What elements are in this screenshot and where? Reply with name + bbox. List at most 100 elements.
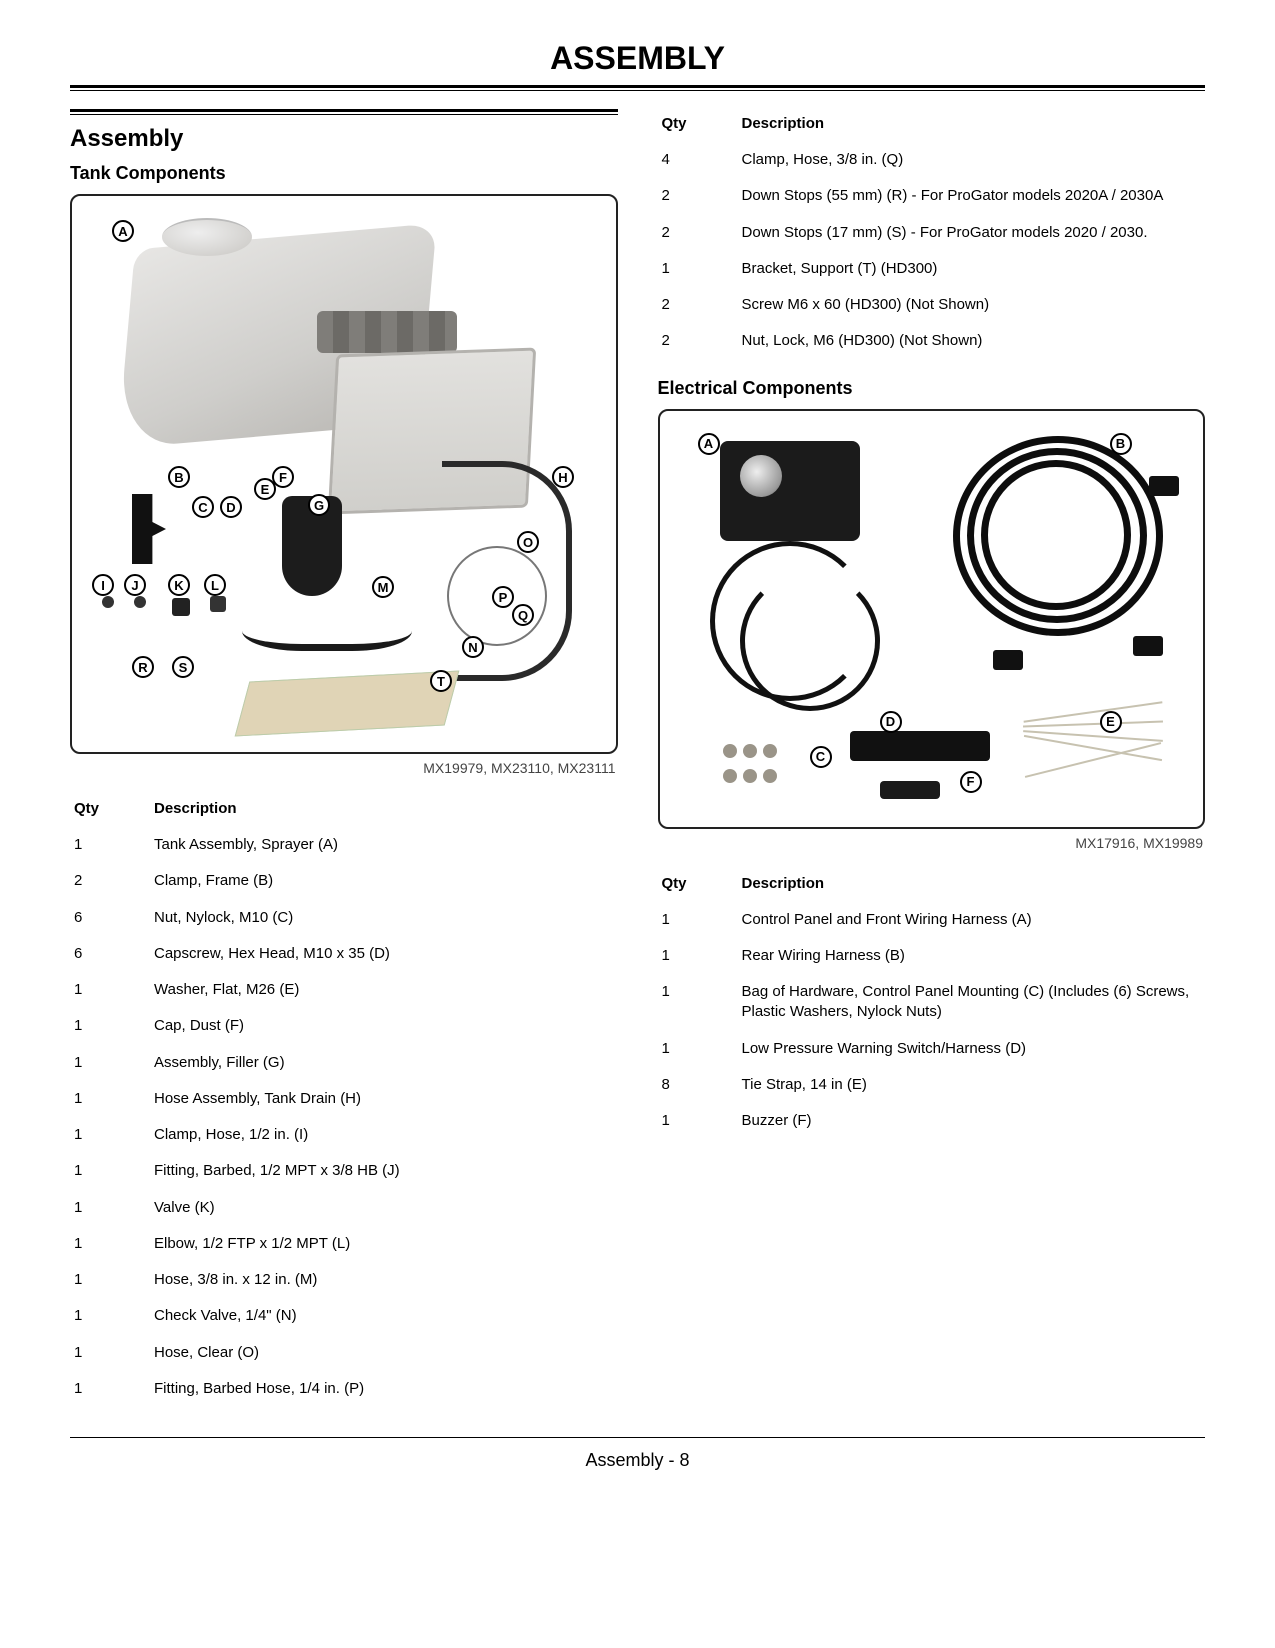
table-row: 1Fitting, Barbed, 1/2 MPT x 3/8 HB (J) (70, 1153, 618, 1189)
qty-cell: 1 (658, 1103, 738, 1139)
callout-c: C (192, 496, 214, 518)
table-header-qty: Qty (658, 869, 738, 902)
board-t-shape (235, 670, 460, 736)
table-row: 1Hose Assembly, Tank Drain (H) (70, 1081, 618, 1117)
callout-c: C (810, 746, 832, 768)
desc-cell: Down Stops (55 mm) (R) - For ProGator mo… (738, 178, 1206, 214)
desc-cell: Screw M6 x 60 (HD300) (Not Shown) (738, 287, 1206, 323)
tank-components-heading: Tank Components (70, 163, 618, 184)
qty-cell: 6 (70, 936, 150, 972)
desc-cell: Tank Assembly, Sprayer (A) (150, 827, 618, 863)
footer-rule: Assembly - 8 (70, 1437, 1205, 1471)
callout-b: B (1110, 433, 1132, 455)
table-row: 1Assembly, Filler (G) (70, 1045, 618, 1081)
control-panel-shape (720, 441, 860, 541)
callout-a: A (698, 433, 720, 455)
table-row: 1Bracket, Support (T) (HD300) (658, 251, 1206, 287)
desc-cell: Cap, Dust (F) (150, 1008, 618, 1044)
callout-k: K (168, 574, 190, 596)
qty-cell: 1 (70, 1262, 150, 1298)
callout-o: O (517, 531, 539, 553)
qty-cell: 2 (70, 863, 150, 899)
buzzer-shape (880, 781, 940, 799)
part-dot (172, 598, 190, 616)
table-row: 4Clamp, Hose, 3/8 in. (Q) (658, 142, 1206, 178)
page-title: ASSEMBLY (70, 40, 1205, 77)
qty-cell: 1 (70, 827, 150, 863)
callout-q: Q (512, 604, 534, 626)
desc-cell: Hose, Clear (O) (150, 1335, 618, 1371)
table-row: 1Cap, Dust (F) (70, 1008, 618, 1044)
desc-cell: Control Panel and Front Wiring Harness (… (738, 902, 1206, 938)
table-row: 1Elbow, 1/2 FTP x 1/2 MPT (L) (70, 1226, 618, 1262)
callout-e: E (1100, 711, 1122, 733)
tank-diagram: ABCDEFGHIJKLMNOPQRST (70, 194, 618, 754)
plug-shape (1149, 476, 1179, 496)
table-row: 1Control Panel and Front Wiring Harness … (658, 902, 1206, 938)
qty-cell: 1 (70, 1153, 150, 1189)
qty-cell: 2 (658, 215, 738, 251)
qty-cell: 1 (658, 1031, 738, 1067)
assembly-rule (70, 109, 618, 115)
desc-cell: Hose Assembly, Tank Drain (H) (150, 1081, 618, 1117)
table-header-desc: Description (150, 794, 618, 827)
qty-cell: 1 (70, 1117, 150, 1153)
table-row: 2Clamp, Frame (B) (70, 863, 618, 899)
table-row: 1Check Valve, 1/4" (N) (70, 1298, 618, 1334)
plug-shape (993, 650, 1023, 670)
table-row: 6Capscrew, Hex Head, M10 x 35 (D) (70, 936, 618, 972)
callout-d: D (220, 496, 242, 518)
callout-t: T (430, 670, 452, 692)
qty-cell: 1 (70, 1226, 150, 1262)
desc-cell: Bag of Hardware, Control Panel Mounting … (738, 974, 1206, 1031)
tie-straps-shape (1023, 711, 1163, 791)
table-header-qty: Qty (658, 109, 738, 142)
table-row: 1Hose, Clear (O) (70, 1335, 618, 1371)
qty-cell: 1 (658, 902, 738, 938)
callout-f: F (960, 771, 982, 793)
desc-cell: Clamp, Frame (B) (150, 863, 618, 899)
title-rule (70, 85, 1205, 91)
callout-p: P (492, 586, 514, 608)
table-row: 1Hose, 3/8 in. x 12 in. (M) (70, 1262, 618, 1298)
tank-parts-table: Qty Description 1Tank Assembly, Sprayer … (70, 794, 618, 1407)
part-dot (210, 596, 226, 612)
qty-cell: 8 (658, 1067, 738, 1103)
qty-cell: 1 (70, 972, 150, 1008)
table-header-desc: Description (738, 109, 1206, 142)
electrical-parts-table: Qty Description 1Control Panel and Front… (658, 869, 1206, 1140)
callout-l: L (204, 574, 226, 596)
qty-cell: 2 (658, 287, 738, 323)
desc-cell: Capscrew, Hex Head, M10 x 35 (D) (150, 936, 618, 972)
desc-cell: Assembly, Filler (G) (150, 1045, 618, 1081)
electrical-diagram: ABCDEF (658, 409, 1206, 829)
qty-cell: 1 (70, 1371, 150, 1407)
desc-cell: Valve (K) (150, 1190, 618, 1226)
table-row: 1Bag of Hardware, Control Panel Mounting… (658, 974, 1206, 1031)
desc-cell: Clamp, Hose, 1/2 in. (I) (150, 1117, 618, 1153)
desc-cell: Clamp, Hose, 3/8 in. (Q) (738, 142, 1206, 178)
tank-parts-table-cont: Qty Description 4Clamp, Hose, 3/8 in. (Q… (658, 109, 1206, 360)
table-header-qty: Qty (70, 794, 150, 827)
qty-cell: 4 (658, 142, 738, 178)
part-dot (134, 596, 146, 608)
table-row: 1Fitting, Barbed Hose, 1/4 in. (P) (70, 1371, 618, 1407)
qty-cell: 1 (70, 1298, 150, 1334)
qty-cell: 1 (70, 1008, 150, 1044)
callout-n: N (462, 636, 484, 658)
callout-j: J (124, 574, 146, 596)
table-row: 1Washer, Flat, M26 (E) (70, 972, 618, 1008)
table-header-desc: Description (738, 869, 1206, 902)
bracket-b-shape (132, 494, 166, 564)
desc-cell: Rear Wiring Harness (B) (738, 938, 1206, 974)
desc-cell: Nut, Nylock, M10 (C) (150, 900, 618, 936)
callout-h: H (552, 466, 574, 488)
desc-cell: Hose, 3/8 in. x 12 in. (M) (150, 1262, 618, 1298)
table-row: 1Clamp, Hose, 1/2 in. (I) (70, 1117, 618, 1153)
callout-i: I (92, 574, 114, 596)
qty-cell: 1 (658, 251, 738, 287)
desc-cell: Washer, Flat, M26 (E) (150, 972, 618, 1008)
desc-cell: Buzzer (F) (738, 1103, 1206, 1139)
qty-cell: 6 (70, 900, 150, 936)
electrical-heading: Electrical Components (658, 378, 1206, 399)
